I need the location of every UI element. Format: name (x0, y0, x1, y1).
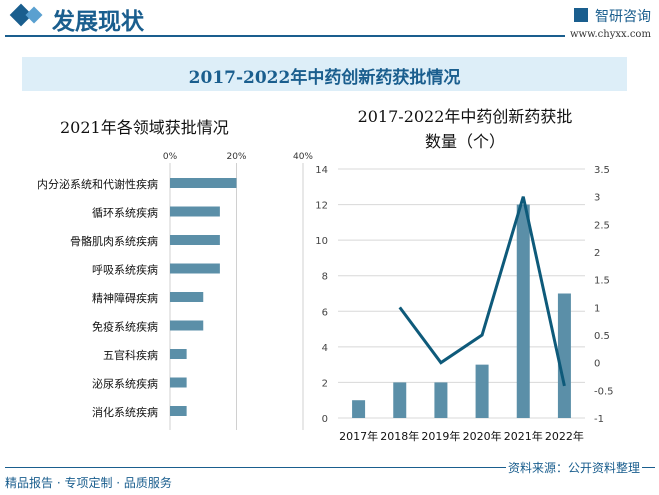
footer-divider (5, 467, 655, 468)
y-right-tick-label: 3.5 (594, 165, 610, 176)
category-label: 免疫系统疾病 (92, 320, 158, 334)
source-note: 资料来源：公开资料整理 (506, 459, 643, 476)
bar (393, 382, 407, 418)
y-left-tick-label: 2 (322, 378, 328, 389)
x-tick-label: 2022年 (545, 429, 584, 443)
header-divider (5, 35, 565, 37)
growth-line (398, 196, 566, 387)
category-label: 循环系统疾病 (92, 206, 158, 220)
y-right-tick-label: 1 (594, 303, 600, 314)
footer-slogan: 精品报告 · 专项定制 · 品质服务 (5, 476, 172, 490)
bar (475, 364, 489, 418)
right-chart-title-line2: 数量（个） (424, 132, 505, 151)
left-chart-title: 2021年各领域获批情况 (60, 118, 229, 137)
bar (170, 263, 220, 274)
y-left-tick-label: 6 (322, 307, 328, 318)
bar (516, 204, 530, 418)
y-right-tick-label: 0.5 (594, 331, 610, 342)
bar (434, 382, 448, 418)
y-right-tick-label: -0.5 (594, 386, 614, 397)
x-tick-label: 2021年 (504, 429, 543, 443)
y-left-tick-label: 8 (322, 272, 328, 283)
y-left-tick-label: 10 (315, 236, 328, 247)
y-left-tick-label: 12 (315, 201, 328, 212)
category-label: 消化系统疾病 (92, 405, 158, 419)
bar (170, 235, 220, 245)
x-tick-label: 2017年 (339, 429, 378, 443)
y-right-tick-label: 3 (594, 193, 600, 204)
logo-text: 智研咨询 (595, 9, 651, 25)
x-tick-label: 40% (293, 152, 313, 162)
y-right-tick-label: 1.5 (594, 276, 610, 287)
right-chart-title-line1: 2017-2022年中药创新药获批 (357, 107, 573, 126)
left-bar-chart: 0% 20% 40% 内分泌系统和代谢性疾病循环系统疾病骨骼肌肉系统疾病呼吸系统疾病精… (37, 152, 313, 430)
y-left-tick-label: 14 (315, 165, 328, 176)
category-label: 内分泌系统和代谢性疾病 (37, 177, 158, 191)
bar (170, 377, 187, 388)
category-label: 五官科疾病 (103, 348, 158, 362)
header-diamond-icon-light (25, 6, 43, 24)
x-tick-label: 0% (163, 152, 178, 162)
banner-title: 2017-2022年中药创新药获批情况 (188, 68, 461, 88)
bar (170, 178, 237, 188)
x-tick-label: 2018年 (380, 429, 419, 443)
bar (170, 206, 220, 217)
category-label: 呼吸系统疾病 (92, 263, 158, 277)
category-label: 精神障碍疾病 (92, 291, 158, 305)
right-chart-title: 2017-2022年中药创新药获批 数量（个） (330, 104, 600, 154)
x-tick-label: 20% (226, 152, 246, 162)
x-tick-label: 2019年 (421, 429, 460, 443)
bar (170, 406, 187, 416)
y-right-tick-label: 0 (594, 359, 600, 370)
y-right-tick-label: -1 (594, 414, 604, 425)
logo-url: www.chyxx.com (570, 29, 651, 40)
x-tick-label: 2020年 (463, 429, 502, 443)
y-left-tick-label: 0 (322, 414, 328, 425)
bar (352, 400, 366, 418)
bar (170, 292, 204, 302)
bar (170, 320, 204, 331)
section-title: 发展现状 (52, 8, 144, 35)
y-right-tick-label: 2 (594, 248, 600, 259)
logo-icon (574, 8, 588, 22)
category-label: 骨骼肌肉系统疾病 (70, 234, 158, 248)
bar (170, 349, 187, 359)
category-label: 泌尿系统疾病 (92, 377, 158, 391)
y-right-tick-label: 2.5 (594, 220, 610, 231)
bar (557, 293, 571, 418)
y-left-tick-label: 4 (322, 343, 328, 354)
chart-banner: 2017-2022年中药创新药获批情况 (22, 57, 627, 91)
